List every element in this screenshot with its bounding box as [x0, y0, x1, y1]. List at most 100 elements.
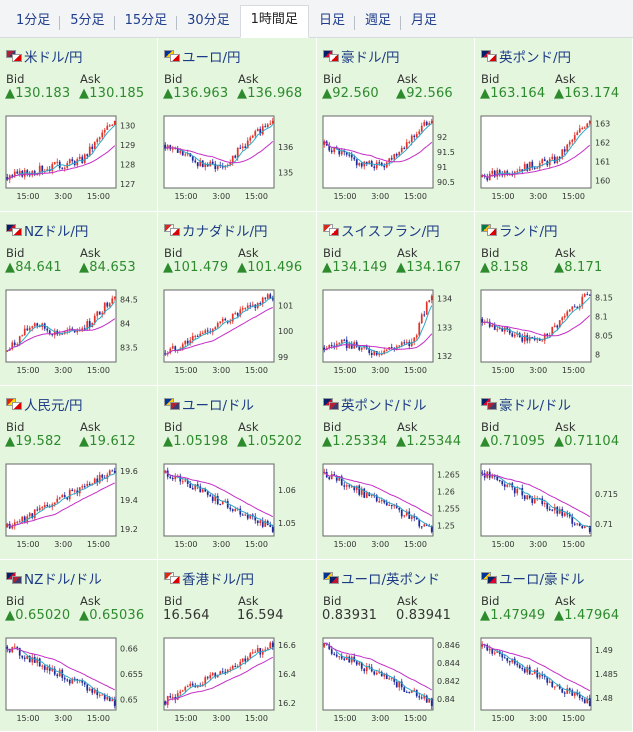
- bid-label: Bid: [6, 246, 25, 260]
- bid-value: ▲92.560: [322, 86, 379, 101]
- candle-body: [164, 470, 167, 473]
- candle-body: [576, 132, 579, 136]
- candle-body: [393, 154, 396, 160]
- candle-body: [16, 646, 19, 648]
- tab-4[interactable]: 1時間足: [239, 5, 309, 38]
- candle-body: [41, 665, 44, 667]
- candle-body: [11, 342, 14, 350]
- candle-body: [271, 298, 274, 300]
- candle-body: [113, 296, 116, 299]
- candle-body: [513, 487, 516, 494]
- pair-title-link[interactable]: ユーロ/豪ドル: [481, 568, 585, 588]
- price-chart[interactable]: 0.84 0.842 0.844 0.846 15:00 3:00 15:00: [321, 636, 471, 730]
- tab-5[interactable]: 日足: [309, 7, 355, 37]
- pair-title-link[interactable]: 豪ドル/ドル: [481, 394, 571, 414]
- bid-label: Bid: [6, 594, 25, 608]
- y-tick-label: 8: [595, 350, 600, 359]
- candle-body: [370, 495, 373, 497]
- candle-body: [491, 324, 494, 327]
- tab-3[interactable]: 30分足: [187, 13, 230, 28]
- candle-body: [358, 346, 361, 350]
- tab-2[interactable]: 15分足: [115, 7, 178, 37]
- ask-value: ▲1.05202: [237, 434, 303, 449]
- price-chart[interactable]: 127 128 129 130 15:00 3:00 15:00: [4, 114, 154, 208]
- candle-body: [578, 694, 581, 698]
- candle-body: [538, 339, 541, 341]
- candle-body: [501, 328, 504, 332]
- candle-body: [256, 648, 259, 652]
- x-tick-label: 15:00: [333, 714, 356, 723]
- candle-body: [360, 347, 363, 350]
- moving-average-short-line: [7, 647, 116, 701]
- price-chart[interactable]: 0.71 0.715 15:00 3:00 15:00: [479, 462, 629, 556]
- price-chart[interactable]: 99 100 101 15:00 3:00 15:00: [162, 288, 312, 382]
- price-chart[interactable]: 83.5 84 84.5 15:00 3:00 15:00: [4, 288, 154, 382]
- candle-body: [398, 345, 401, 347]
- candle-body: [546, 676, 549, 683]
- price-chart[interactable]: 1.48 1.485 1.49 15:00 3:00 15:00: [479, 636, 629, 730]
- candle-body: [496, 651, 499, 653]
- pair-name: ユーロ/英ポンド: [341, 572, 441, 588]
- price-chart[interactable]: 0.65 0.655 0.66 15:00 3:00 15:00: [4, 636, 154, 730]
- pair-title-link[interactable]: 人民元/円: [6, 394, 83, 414]
- pair-title-link[interactable]: 香港ドル/円: [164, 568, 254, 588]
- candle-body: [108, 470, 111, 475]
- candle-body: [101, 474, 104, 478]
- y-tick-label: 1.48: [595, 694, 613, 703]
- pair-title-link[interactable]: NZドル/ドル: [6, 568, 102, 588]
- pair-title-link[interactable]: NZドル/円: [6, 220, 88, 240]
- candle-body: [261, 650, 264, 655]
- pair-title-link[interactable]: 英ポンド/円: [481, 46, 571, 66]
- candle-body: [358, 485, 361, 495]
- tab-0[interactable]: 1分足: [6, 7, 61, 37]
- price-chart[interactable]: 160 161 162 163 15:00 3:00 15:00: [479, 114, 629, 208]
- price-chart[interactable]: 16.2 16.4 16.6 15:00 3:00 15:00: [162, 636, 312, 730]
- candle-body: [216, 165, 219, 170]
- pair-title-link[interactable]: カナダドル/円: [164, 220, 268, 240]
- candle-body: [249, 514, 252, 519]
- candle-body: [43, 665, 46, 670]
- candle-body: [375, 672, 378, 675]
- price-chart[interactable]: 132 133 134 15:00 3:00 15:00: [321, 288, 471, 382]
- bid-value: ▲163.164: [480, 86, 546, 101]
- candle-body: [88, 688, 91, 691]
- moving-average-long-line: [164, 656, 274, 706]
- price-chart[interactable]: 1.05 1.06 15:00 3:00 15:00: [162, 462, 312, 556]
- candle-body: [536, 670, 539, 678]
- price-chart[interactable]: 1.25 1.255 1.26 1.265 15:00 3:00 15:00: [321, 462, 471, 556]
- x-tick-label: 15:00: [491, 366, 514, 375]
- pair-title-link[interactable]: ユーロ/英ポンド: [323, 568, 440, 588]
- candle-body: [164, 701, 167, 705]
- y-tick-label: 19.6: [120, 467, 138, 476]
- bid-value: ▲19.582: [5, 434, 62, 449]
- candle-body: [246, 140, 249, 149]
- pair-title-link[interactable]: ランド/円: [481, 220, 558, 240]
- pair-name: 米ドル/円: [24, 50, 83, 66]
- price-chart[interactable]: 8 8.05 8.1 8.15 15:00 3:00 15:00: [479, 288, 629, 382]
- candle-body: [76, 678, 79, 681]
- price-chart[interactable]: 135 136 15:00 3:00 15:00: [162, 114, 312, 208]
- price-chart[interactable]: 90.5 91 91.5 92 15:00 3:00 15:00: [321, 114, 471, 208]
- candle-body: [111, 470, 114, 472]
- candle-body: [78, 330, 81, 332]
- candle-body: [568, 688, 571, 691]
- pair-title-link[interactable]: ユーロ/ドル: [164, 394, 254, 414]
- candle-body: [496, 476, 499, 480]
- tab-6[interactable]: 週足: [355, 7, 401, 37]
- candle-body: [363, 668, 366, 672]
- candle-body: [93, 690, 96, 693]
- x-tick-label: 15:00: [333, 540, 356, 549]
- pair-title-link[interactable]: 英ポンド/ドル: [323, 394, 427, 414]
- pair-title-link[interactable]: 米ドル/円: [6, 46, 83, 66]
- candle-body: [413, 516, 416, 518]
- tab-1[interactable]: 5分足: [60, 7, 115, 37]
- candle-body: [28, 327, 31, 331]
- price-chart[interactable]: 19.2 19.4 19.6 15:00 3:00 15:00: [4, 462, 154, 556]
- tab-7[interactable]: 月足: [410, 13, 437, 28]
- candle-body: [106, 697, 109, 700]
- candle-body: [543, 503, 546, 505]
- pair-title-link[interactable]: ユーロ/円: [164, 46, 241, 66]
- pair-title-link[interactable]: スイスフラン/円: [323, 220, 440, 240]
- candle-body: [241, 514, 244, 516]
- pair-title-link[interactable]: 豪ドル/円: [323, 46, 400, 66]
